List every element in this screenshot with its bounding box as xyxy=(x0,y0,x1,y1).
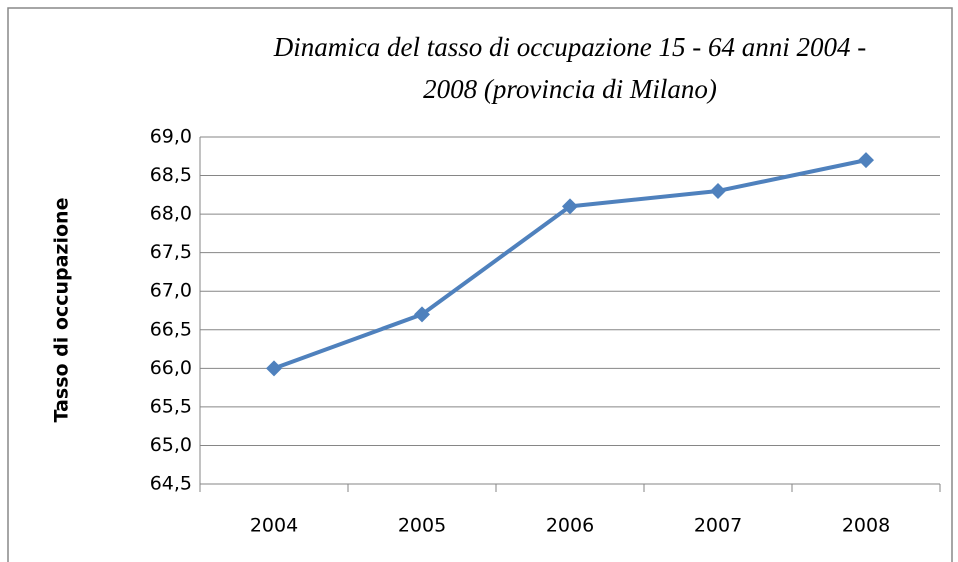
y-tick-label: 66,5 xyxy=(150,318,192,340)
data-point xyxy=(710,182,726,199)
y-tick-label: 65,0 xyxy=(150,434,192,456)
y-tick-label: 64,5 xyxy=(150,473,192,495)
series-line xyxy=(273,158,867,371)
x-tick-label: 2006 xyxy=(546,515,594,537)
x-tick-label: 2008 xyxy=(842,515,890,537)
x-tick-label: 2004 xyxy=(250,515,298,537)
x-tick-label: 2005 xyxy=(398,515,446,537)
y-tick-label: 65,5 xyxy=(150,395,192,417)
y-tick-label: 67,5 xyxy=(150,241,192,263)
data-point xyxy=(562,198,578,215)
y-axis-title: Tasso di occupazione xyxy=(51,198,73,423)
y-tick-label: 66,0 xyxy=(150,357,192,379)
chart-title: 2008 (provincia di Milano) xyxy=(423,74,717,104)
chart-title: Dinamica del tasso di occupazione 15 - 6… xyxy=(273,32,866,62)
data-point xyxy=(266,360,282,377)
y-tick-label: 69,0 xyxy=(150,126,192,148)
data-point xyxy=(858,152,874,169)
y-tick-label: 68,0 xyxy=(150,203,192,225)
x-tick-label: 2007 xyxy=(694,515,742,537)
y-tick-label: 67,0 xyxy=(150,280,192,302)
data-point xyxy=(414,306,430,323)
chart-border xyxy=(7,7,953,562)
y-tick-label: 68,5 xyxy=(150,164,192,186)
